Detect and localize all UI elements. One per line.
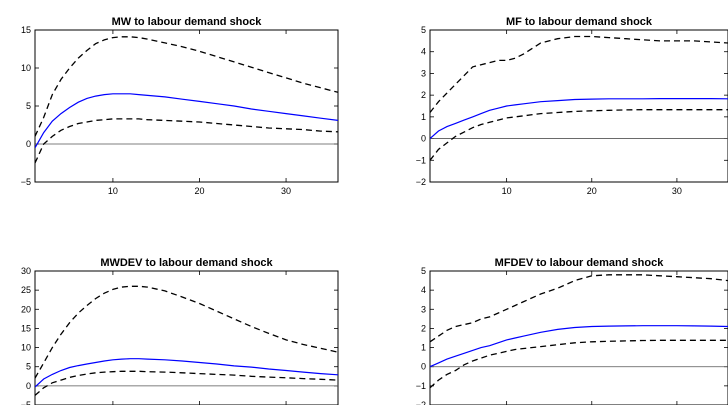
x-tick-label: 30 bbox=[281, 186, 291, 196]
plot-area bbox=[35, 36, 338, 164]
series-line-response bbox=[430, 325, 728, 368]
y-tick-label: 1 bbox=[421, 112, 426, 122]
y-tick-label: 0 bbox=[26, 139, 31, 149]
y-tick-label: −1 bbox=[416, 155, 426, 165]
axes-box bbox=[429, 29, 728, 183]
y-tick-label: −1 bbox=[416, 381, 426, 391]
y-tick-label: 15 bbox=[21, 25, 31, 35]
y-tick-label: 2 bbox=[421, 90, 426, 100]
series-line-lower bbox=[430, 339, 728, 389]
panel-2: MF to labour demand shock −2 −1 0 1 2 3 4 5 10 20 3… bbox=[416, 16, 728, 196]
y-tick-label: 0 bbox=[421, 362, 426, 372]
y-tick-label: 30 bbox=[21, 266, 31, 276]
axes-box bbox=[34, 29, 339, 183]
x-tick-label: 20 bbox=[587, 186, 597, 196]
panel-title: MF to labour demand shock bbox=[506, 16, 653, 28]
series-line-upper bbox=[430, 274, 728, 343]
y-tick-label: −2 bbox=[416, 400, 426, 405]
series-line-upper bbox=[35, 285, 338, 379]
x-tick-label: 20 bbox=[194, 186, 204, 196]
panel-title: MW to labour demand shock bbox=[112, 16, 263, 28]
axes-box bbox=[429, 270, 728, 405]
x-tick-label: 10 bbox=[502, 186, 512, 196]
axes-box bbox=[34, 270, 339, 405]
y-tick-label: 3 bbox=[421, 304, 426, 314]
y-tick-label: 10 bbox=[21, 63, 31, 73]
y-tick-label: 10 bbox=[21, 343, 31, 353]
y-tick-label: 15 bbox=[21, 323, 31, 333]
plot-area bbox=[35, 285, 338, 396]
y-tick-label: 0 bbox=[26, 381, 31, 391]
series-line-upper bbox=[430, 35, 728, 113]
series-line-response bbox=[35, 358, 338, 388]
x-tick-label: 10 bbox=[108, 186, 118, 196]
series-line-response bbox=[35, 93, 338, 149]
series-line-upper bbox=[35, 36, 338, 137]
y-tick-label: 4 bbox=[421, 285, 426, 295]
y-tick-label: 4 bbox=[421, 47, 426, 57]
y-tick-label: 5 bbox=[26, 362, 31, 372]
y-tick-label: 2 bbox=[421, 323, 426, 333]
y-tick-label: −5 bbox=[21, 177, 31, 187]
y-tick-label: 5 bbox=[421, 266, 426, 276]
panel-3: MWDEV to labour demand shock −5 0 5 10 15 20 25… bbox=[21, 257, 339, 405]
panel-title: MWDEV to labour demand shock bbox=[100, 257, 273, 269]
series-line-response bbox=[430, 97, 728, 140]
y-tick-label: 0 bbox=[421, 134, 426, 144]
panel-4: MFDEV to labour demand shock−2−101234510… bbox=[416, 257, 728, 405]
panel-1: MW to labour demand shock −5 0 5 10 15 10 20 30 bbox=[21, 16, 339, 196]
y-tick-label: 20 bbox=[21, 304, 31, 314]
plot-area bbox=[430, 274, 728, 389]
y-tick-label: −5 bbox=[21, 400, 31, 405]
panel-title: MFDEV to labour demand shock bbox=[495, 257, 665, 269]
x-tick-label: 30 bbox=[672, 186, 682, 196]
plot-area bbox=[430, 35, 728, 161]
y-tick-label: 25 bbox=[21, 285, 31, 295]
y-tick-label: 3 bbox=[421, 68, 426, 78]
series-line-lower bbox=[430, 109, 728, 161]
y-tick-label: −2 bbox=[416, 177, 426, 187]
y-tick-label: 5 bbox=[26, 101, 31, 111]
y-tick-label: 5 bbox=[421, 25, 426, 35]
y-tick-label: 1 bbox=[421, 343, 426, 353]
series-line-lower bbox=[35, 118, 338, 164]
